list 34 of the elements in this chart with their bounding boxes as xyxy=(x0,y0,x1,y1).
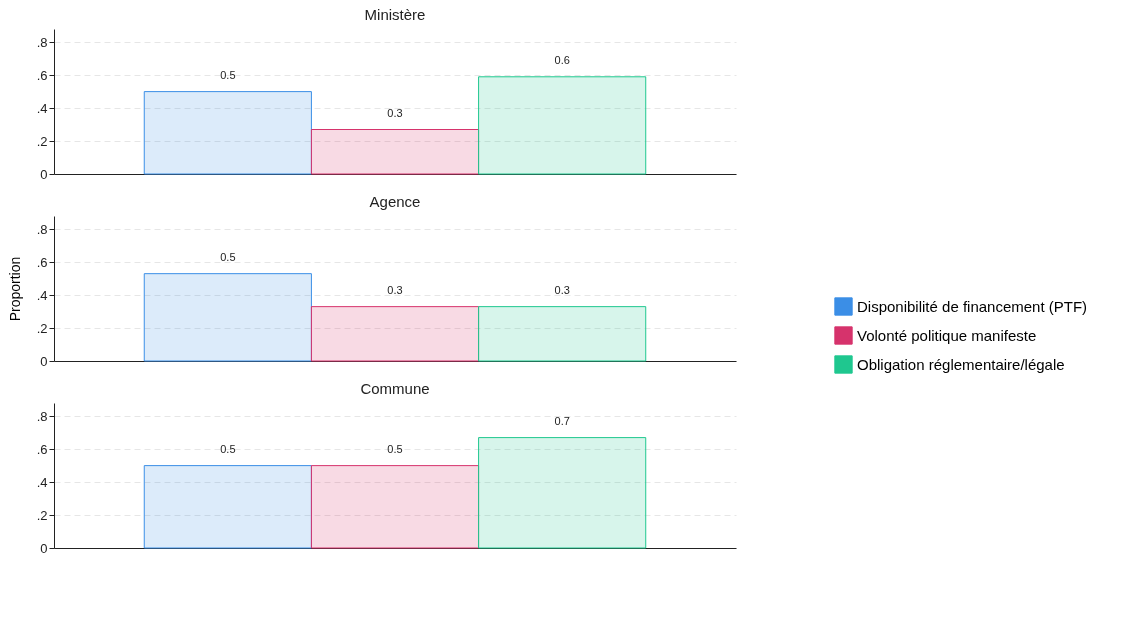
data-label: 0.5 xyxy=(220,250,236,263)
data-label: 0.3 xyxy=(387,283,403,296)
y-axis-title: Proportion xyxy=(6,256,23,322)
y-tick-label: .4 xyxy=(36,100,48,116)
data-label: 0.5 xyxy=(387,442,403,455)
data-label: 0.3 xyxy=(387,106,403,119)
y-tick-label: .6 xyxy=(36,67,48,83)
bar xyxy=(143,91,312,175)
y-tick-label: .2 xyxy=(36,507,48,523)
legend-label: Volonté politique manifeste xyxy=(857,326,1037,344)
y-tick-label: .6 xyxy=(36,441,48,457)
y-tick-label: .4 xyxy=(36,474,48,490)
data-label: 0.5 xyxy=(220,68,236,81)
y-tick-label: .8 xyxy=(36,221,48,237)
data-label: 0.6 xyxy=(554,53,570,66)
y-tick-label: .8 xyxy=(36,34,48,50)
data-label: 0.3 xyxy=(554,283,570,296)
y-tick-label: 0 xyxy=(40,166,48,182)
y-tick-label: .8 xyxy=(36,408,48,424)
chart-title: Commune xyxy=(360,380,430,397)
y-tick-label: .2 xyxy=(36,133,48,149)
chart-title: Agence xyxy=(369,193,421,210)
y-tick-label: .4 xyxy=(36,287,48,303)
y-tick-label: .2 xyxy=(36,320,48,336)
chart-title: Ministère xyxy=(364,6,426,23)
bar xyxy=(478,76,647,175)
bar xyxy=(310,129,480,175)
legend-label: Disponibilité de financement (PTF) xyxy=(857,297,1088,315)
y-tick-label: .6 xyxy=(36,254,48,270)
y-tick-label: 0 xyxy=(40,353,48,369)
data-label: 0.7 xyxy=(554,414,570,427)
y-tick-label: 0 xyxy=(40,540,48,556)
legend-label: Obligation réglementaire/légale xyxy=(857,355,1065,373)
data-label: 0.5 xyxy=(220,442,236,455)
